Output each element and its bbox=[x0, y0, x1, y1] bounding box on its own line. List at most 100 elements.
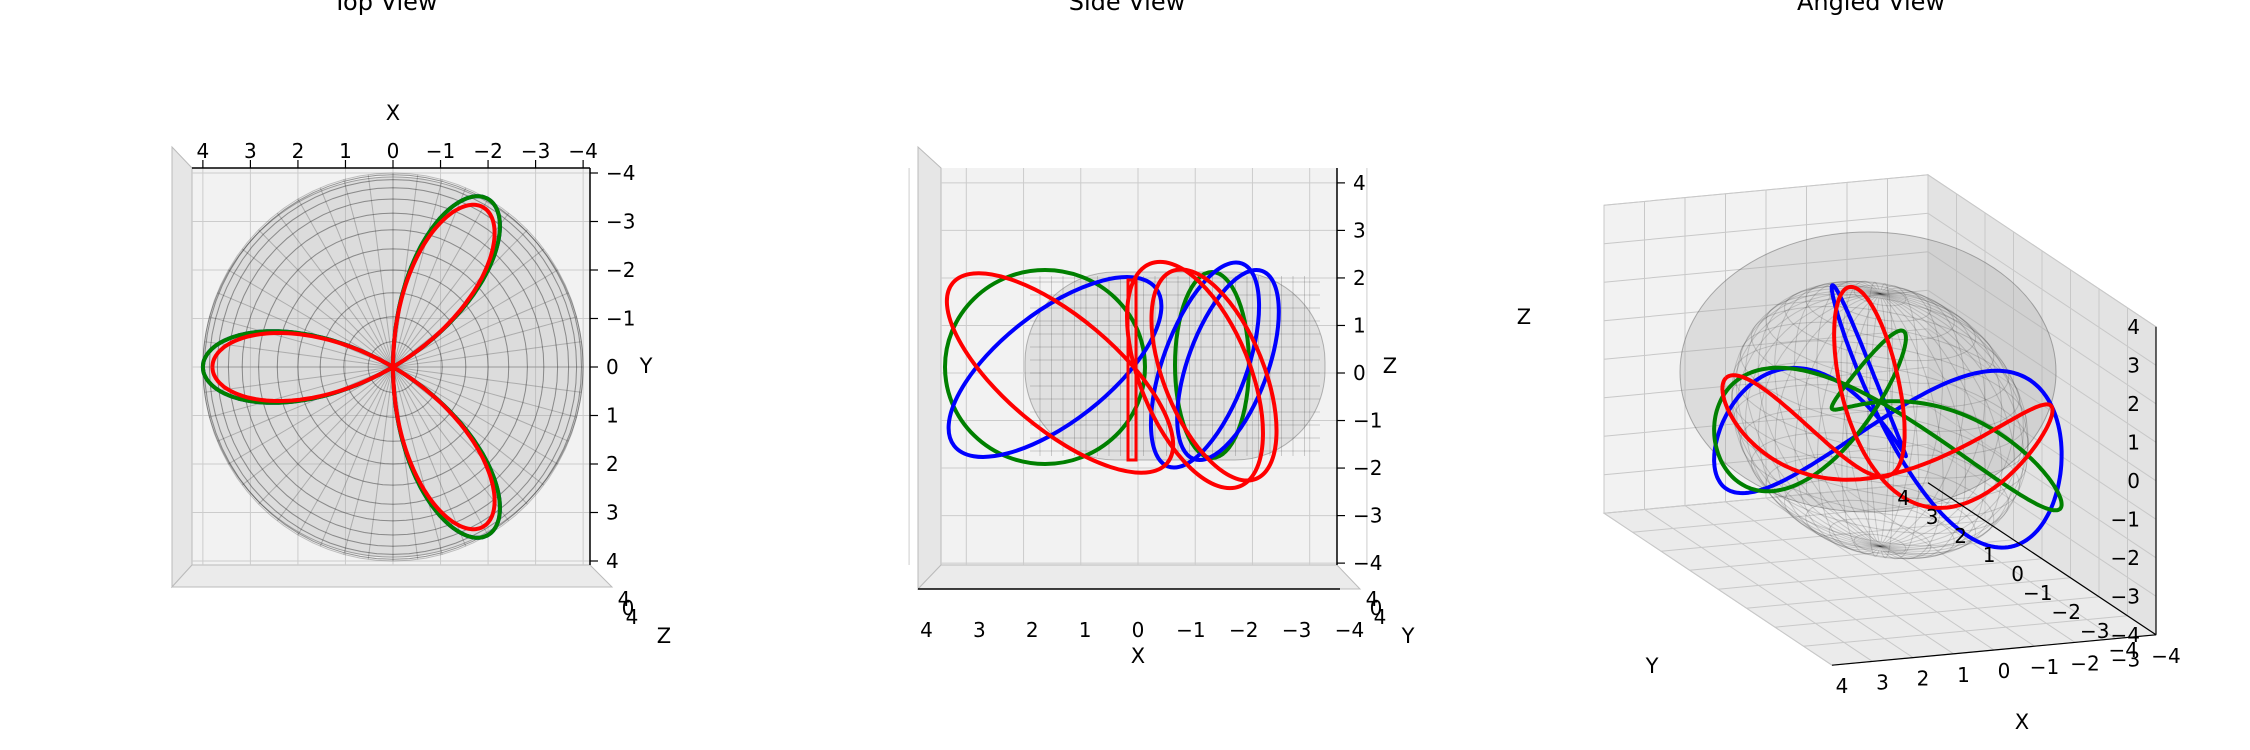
top-view-sphere-meridian bbox=[392, 174, 419, 368]
side-view-x-tick-label: 1 bbox=[1079, 618, 1092, 642]
top-view-sphere-meridian bbox=[392, 366, 467, 547]
top-view-sphere-meridian bbox=[392, 366, 577, 418]
angled-view-sphere-meridian bbox=[1879, 293, 2025, 552]
top-view-sphere-meridian bbox=[392, 366, 558, 465]
angled-view-sphere-meridian bbox=[1879, 285, 1919, 547]
angled-view-series-2-line bbox=[1720, 284, 2055, 510]
side-view-x-tick-label: −2 bbox=[1229, 618, 1258, 642]
angled-view-y-tick-label: 0 bbox=[2011, 562, 2024, 586]
angled-view-y-tick-label: 4 bbox=[1897, 486, 1910, 510]
angled-view-sphere-meridian bbox=[1816, 280, 1881, 547]
top-view-sphere-meridian bbox=[392, 187, 467, 368]
angled-view-sphere-meridian bbox=[1735, 288, 1881, 547]
side-view-xlabel: X bbox=[1131, 644, 1145, 668]
top-view-ylabel: Y bbox=[639, 354, 653, 378]
angled-view-sphere-parallel bbox=[1853, 533, 1907, 556]
angled-view-sphere-meridian bbox=[1841, 293, 1881, 555]
angled-view-z-tick-label: 4 bbox=[2127, 315, 2140, 339]
top-view-y-tick-label: 2 bbox=[606, 452, 619, 476]
side-view-subplot: Side View 4 3 2 1 0 −1 −2 −3 −443210−1−2−3−4404 … bbox=[908, 0, 1415, 668]
angled-view-sphere-parallel bbox=[1805, 499, 1955, 559]
angled-view-y-axis-line bbox=[1927, 482, 2157, 636]
top-view-zlabel: Z bbox=[657, 624, 671, 648]
side-view-z-tick-label: 0 bbox=[1353, 361, 1366, 385]
angled-view-sphere-meridian bbox=[1879, 293, 1944, 560]
side-view-y-tick-label: 4 bbox=[1374, 605, 1387, 629]
angled-view-sphere-meridian bbox=[1731, 290, 1881, 547]
top-view-sphere-parallel bbox=[216, 187, 570, 547]
angled-view-y-tick-label: −1 bbox=[2023, 581, 2052, 605]
angled-view-x-tick-label: −3 bbox=[2111, 648, 2140, 672]
angled-view-sphere-parallel bbox=[1750, 305, 2010, 408]
top-view-y-tick-label: 1 bbox=[606, 404, 619, 428]
top-view-xlabel: X bbox=[386, 101, 400, 125]
angled-view-sphere bbox=[1679, 231, 2057, 560]
angled-view-x-tick-label: −1 bbox=[2030, 655, 2059, 679]
angled-view-sphere-shell bbox=[1679, 231, 2057, 513]
angled-view-y-tick-label: −2 bbox=[2052, 600, 2081, 624]
top-view-sphere-meridian bbox=[297, 366, 394, 536]
angled-view-x-tick-label: 0 bbox=[1998, 659, 2011, 683]
top-view-sphere-meridian bbox=[367, 366, 394, 560]
angled-view-sphere-meridian bbox=[1879, 293, 2029, 549]
top-view-x-tick-label: −3 bbox=[521, 139, 550, 163]
top-view-sphere-meridian bbox=[228, 269, 394, 368]
angled-view-gridline-z bbox=[1603, 174, 2157, 328]
top-view-y-tick-label: 3 bbox=[606, 501, 619, 525]
top-view-sphere-meridian bbox=[343, 179, 394, 368]
angled-view-series-0-line bbox=[1712, 283, 2064, 550]
angled-view-curves bbox=[1712, 283, 2064, 550]
angled-view-x-tick-label: −4 bbox=[2151, 644, 2180, 668]
top-view-series-2-line bbox=[210, 202, 497, 532]
top-view-sphere-meridian bbox=[392, 269, 558, 368]
top-view-sphere-meridian bbox=[276, 366, 394, 522]
top-view-sphere-parallel bbox=[216, 187, 570, 547]
angled-view-sphere-meridian bbox=[1866, 281, 1881, 547]
angled-view-x-tick-label: 2 bbox=[1917, 667, 1930, 691]
top-view-y-tick-label: −2 bbox=[606, 258, 635, 282]
side-view-x-tick-label: −3 bbox=[1282, 618, 1311, 642]
side-view-series-2-loop bbox=[944, 271, 1176, 475]
top-view-x-tick-label: 1 bbox=[339, 139, 352, 163]
angled-view-sphere-parallel bbox=[1828, 518, 1932, 559]
top-view-sphere-parallel bbox=[227, 198, 559, 536]
top-view-x-tick-label: −4 bbox=[568, 139, 597, 163]
top-view-sphere-meridian bbox=[392, 366, 528, 505]
angled-view-xlabel: X bbox=[2015, 710, 2029, 734]
angled-view-x-tick-label: 4 bbox=[1836, 674, 1849, 698]
side-view-z-tick-label: 2 bbox=[1353, 266, 1366, 290]
top-view-sphere-meridian bbox=[392, 179, 443, 368]
top-view-sphere-meridian bbox=[204, 341, 394, 368]
side-view-z-tick-label: 1 bbox=[1353, 313, 1366, 337]
top-view-sphere-parallel bbox=[297, 269, 489, 465]
angled-view-gridline-y bbox=[1603, 482, 1929, 514]
top-view-left-pane bbox=[171, 145, 193, 589]
top-view-curves bbox=[200, 194, 502, 540]
side-view-x-tick-label: −4 bbox=[1335, 618, 1364, 642]
angled-view-y-tick-label: −4 bbox=[2109, 638, 2138, 662]
angled-view-sphere-meridian bbox=[1879, 283, 1894, 547]
top-view-z-tick-label: 0 bbox=[622, 596, 635, 620]
side-view-y-tick-label: 0 bbox=[1370, 596, 1383, 620]
angled-view-x-tick-label: 1 bbox=[1957, 663, 1970, 687]
top-view-bottom-pane bbox=[170, 564, 614, 588]
top-view-sphere-meridian bbox=[297, 198, 394, 368]
top-view-sphere-meridian bbox=[258, 366, 394, 505]
angled-view-sphere-parallel bbox=[1733, 384, 2027, 500]
top-view-sphere-parallel bbox=[343, 316, 443, 418]
angled-view-sphere-parallel bbox=[1733, 340, 2027, 456]
angled-view-x-axis-line bbox=[1831, 634, 2157, 666]
side-view-zlabel: Z bbox=[1383, 354, 1397, 378]
top-view-sphere-meridian bbox=[276, 212, 394, 368]
angled-view-ylabel: Y bbox=[1645, 654, 1659, 678]
top-view-sphere-parallel bbox=[297, 269, 489, 465]
top-view-sphere-meridian bbox=[319, 366, 394, 547]
top-view-sphere-meridian bbox=[217, 366, 394, 442]
side-view-ylabel: Y bbox=[1401, 624, 1415, 648]
side-view-series-0-loop bbox=[943, 268, 1147, 466]
top-view-sphere-meridian bbox=[367, 174, 394, 368]
angled-view-sphere-parallel bbox=[1783, 285, 1977, 362]
